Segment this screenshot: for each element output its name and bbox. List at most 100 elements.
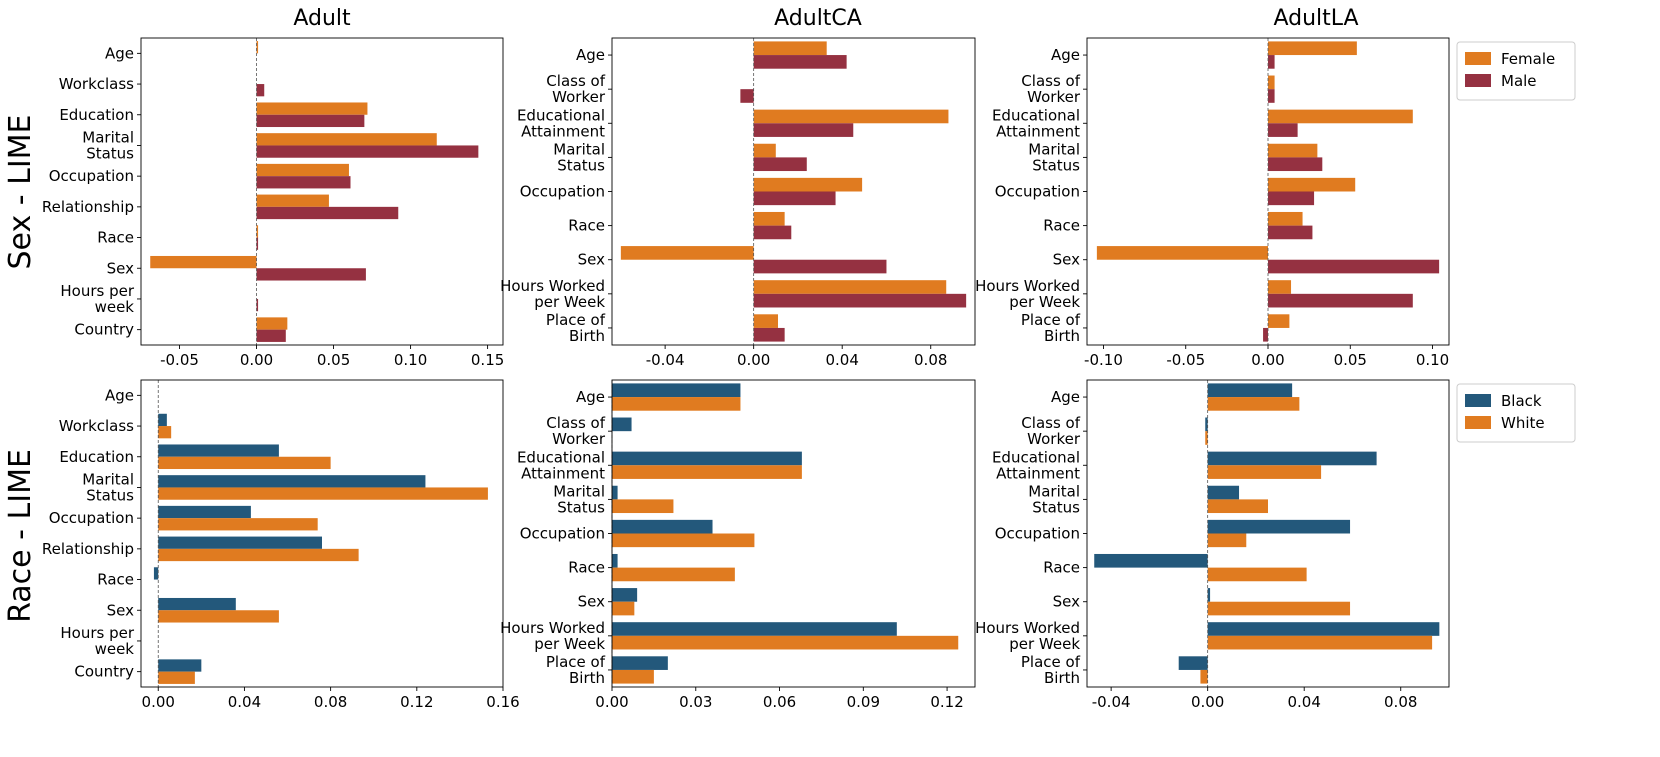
legend-label-white: White <box>1501 414 1545 432</box>
row-label-race: Race - LIME <box>3 449 38 623</box>
bar-white-relationship <box>158 548 359 562</box>
y-tick-label-race: Race <box>1043 217 1080 235</box>
y-tick-label-hours-worked-per-week: Hours Worked per Week <box>975 277 1080 311</box>
legend-label-female: Female <box>1501 50 1555 68</box>
bar-black-place-of-birth <box>1178 656 1208 670</box>
x-tick-label: 0.15 <box>471 351 504 369</box>
bar-black-class-of-worker <box>612 417 632 432</box>
y-tick-label-class-of-worker: Class of Worker <box>1021 414 1081 448</box>
chart-panel-1-0: Age Workclass Education Marital Status Occupa… <box>42 379 520 711</box>
x-tick-label: 0.00 <box>737 351 770 369</box>
bar-male-hours-per-week <box>256 298 259 312</box>
bar-female-education <box>256 102 368 115</box>
y-tick-label-occupation: Occupation <box>995 525 1080 543</box>
bar-female-relationship <box>256 194 329 207</box>
bar-male-class-of-worker <box>740 89 754 103</box>
y-tick-label-race: Race <box>568 559 605 577</box>
bar-white-place-of-birth <box>1200 669 1208 684</box>
bar-female-age <box>256 41 259 54</box>
x-tick-label: 0.03 <box>679 693 712 711</box>
bar-white-marital-status <box>1207 499 1268 514</box>
legends: Female Male Black White <box>1456 41 1576 443</box>
x-tick-label: 0.04 <box>1287 693 1320 711</box>
y-tick-label-marital-status: Marital Status <box>1028 482 1080 516</box>
chart-panel-0-0: Age Workclass Education Marital Status Occupa… <box>42 37 504 369</box>
x-tick-label: 0.12 <box>930 693 963 711</box>
bar-white-sex <box>612 601 635 616</box>
y-tick-label-race: Race <box>97 571 134 589</box>
bar-female-country <box>256 317 288 330</box>
y-tick-label-marital-status: Marital Status <box>82 128 134 162</box>
bar-white-occupation <box>612 533 755 548</box>
bar-male-hours-worked-per-week <box>753 293 967 308</box>
bar-female-marital-status <box>753 143 776 158</box>
y-tick-label-occupation: Occupation <box>49 167 134 185</box>
bar-male-place-of-birth <box>1263 327 1268 342</box>
bar-black-sex <box>612 588 638 602</box>
legend-swatch-white <box>1465 416 1491 429</box>
bar-black-hours-worked-per-week <box>612 622 897 636</box>
bar-black-class-of-worker <box>1205 417 1208 432</box>
row-labels: Sex - LIME Race - LIME <box>3 114 38 622</box>
bar-black-race <box>1094 553 1208 568</box>
bar-female-occupation <box>256 163 349 177</box>
bar-white-place-of-birth <box>612 669 654 684</box>
chart-panels: Age Workclass Education Marital Status Occupa… <box>42 37 1450 711</box>
x-tick-label: -0.05 <box>1166 351 1205 369</box>
y-tick-label-occupation: Occupation <box>995 183 1080 201</box>
bar-black-sex <box>1207 588 1211 602</box>
y-tick-label-race: Race <box>97 229 134 247</box>
bar-white-sex <box>158 610 279 623</box>
bar-male-educational-attainment <box>753 123 854 137</box>
bar-male-marital-status <box>1268 157 1323 172</box>
bar-white-country <box>158 671 195 684</box>
y-tick-label-hours-per-week: Hours per week <box>60 624 134 658</box>
bar-white-race <box>1207 567 1307 582</box>
y-tick-label-class-of-worker: Class of Worker <box>1021 72 1081 106</box>
legend-swatch-female <box>1465 52 1491 65</box>
x-tick-label: 0.00 <box>142 693 175 711</box>
y-tick-label-marital-status: Marital Status <box>82 470 134 504</box>
bar-black-hours-worked-per-week <box>1207 622 1440 636</box>
y-tick-label-occupation: Occupation <box>520 183 605 201</box>
y-tick-label-occupation: Occupation <box>520 525 605 543</box>
bar-white-educational-attainment <box>612 465 802 479</box>
y-tick-label-sex: Sex <box>107 259 134 277</box>
y-tick-label-hours-per-week: Hours per week <box>60 282 134 316</box>
y-tick-label-age: Age <box>1051 46 1080 64</box>
x-tick-label: 0.10 <box>394 351 427 369</box>
bar-black-age <box>612 383 741 398</box>
bar-male-educational-attainment <box>1268 123 1298 137</box>
y-tick-label-educational-attainment: Educational Attainment <box>992 448 1080 482</box>
bar-female-hours-worked-per-week <box>753 280 947 294</box>
y-tick-label-place-of-birth: Place of Birth <box>1021 653 1081 687</box>
y-tick-label-hours-worked-per-week: Hours Worked per Week <box>975 619 1080 653</box>
bar-white-marital-status <box>612 499 674 514</box>
bar-female-marital-status <box>256 133 437 146</box>
bar-white-education <box>158 456 331 470</box>
bar-female-sex <box>150 255 257 269</box>
bar-female-age <box>753 41 827 56</box>
x-tick-label: 0.12 <box>400 693 433 711</box>
bar-male-education <box>256 114 365 128</box>
y-tick-label-class-of-worker: Class of Worker <box>546 414 606 448</box>
legend-label-black: Black <box>1501 392 1542 410</box>
bar-female-marital-status <box>1268 143 1318 158</box>
bar-male-workclass <box>256 84 265 97</box>
bar-white-workclass <box>158 426 172 439</box>
bar-black-workclass <box>158 413 167 427</box>
bar-white-educational-attainment <box>1207 465 1322 479</box>
y-tick-label-occupation: Occupation <box>49 509 134 527</box>
bar-black-occupation <box>1207 519 1351 534</box>
bar-black-age <box>1207 383 1293 398</box>
x-tick-label: 0.09 <box>847 693 880 711</box>
column-titles: Adult AdultCA AdultLA <box>293 6 1358 31</box>
x-tick-label: 0.00 <box>1251 351 1284 369</box>
y-tick-label-workclass: Workclass <box>59 75 134 93</box>
y-tick-label-sex: Sex <box>1053 251 1080 269</box>
bar-white-sex <box>1207 601 1351 616</box>
